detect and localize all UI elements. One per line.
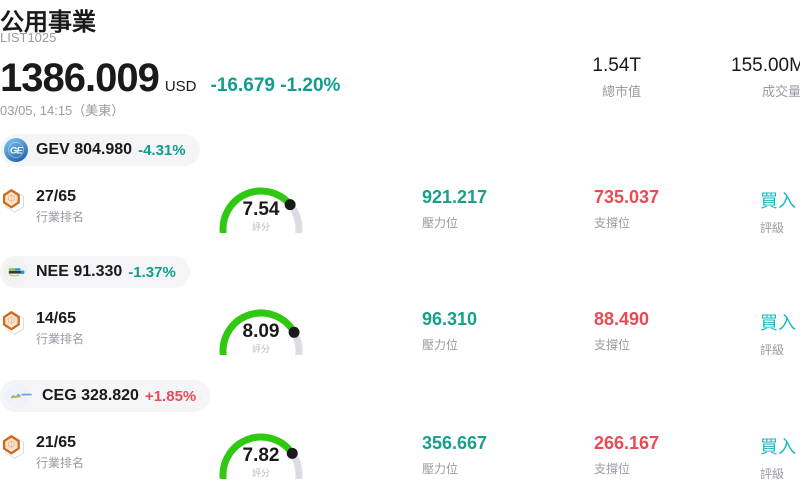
svg-text:GE: GE [10, 146, 24, 157]
